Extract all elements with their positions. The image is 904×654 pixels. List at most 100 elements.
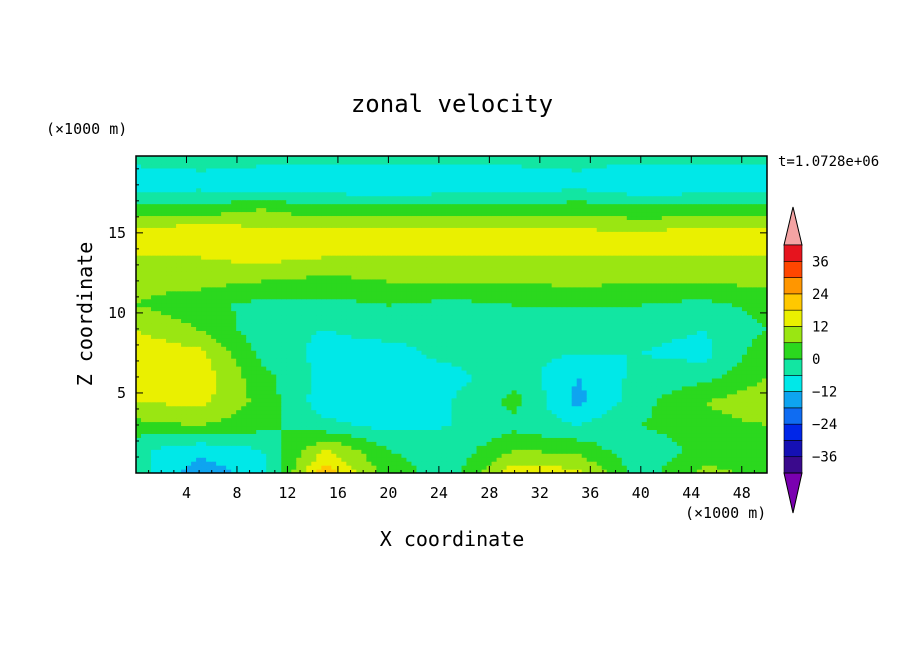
contour-cell — [421, 314, 428, 320]
contour-cell — [591, 421, 598, 427]
contour-cell — [266, 318, 272, 324]
contour-cell — [701, 334, 708, 339]
contour-cell — [286, 322, 292, 327]
contour-cell — [621, 413, 628, 419]
contour-cell — [526, 417, 533, 423]
contour-cell — [371, 393, 377, 399]
contour-cell — [411, 322, 418, 327]
contour-cell — [426, 401, 433, 407]
contour-cell — [201, 346, 207, 351]
contour-cell — [296, 437, 302, 442]
contour-cell — [301, 318, 307, 324]
contour-cell — [266, 461, 272, 466]
contour-cell — [631, 453, 638, 458]
contour-cell — [186, 429, 192, 434]
contour-cell — [251, 465, 257, 470]
contour-cell — [271, 373, 277, 379]
contour-cell — [676, 453, 683, 458]
contour-cell — [526, 421, 533, 427]
contour-cell — [151, 453, 157, 458]
contour-cell — [326, 453, 332, 458]
contour-cell — [606, 421, 613, 427]
contour-cell — [686, 437, 693, 442]
contour-cell — [656, 362, 663, 367]
contour-cell — [401, 314, 408, 320]
contour-cell — [561, 338, 568, 343]
contour-cell — [476, 393, 483, 399]
contour-cell — [456, 433, 463, 438]
contour-cell — [591, 334, 598, 339]
contour-cell — [746, 381, 753, 387]
contour-cell — [651, 457, 658, 462]
contour-cell — [631, 405, 638, 411]
contour-cell — [521, 401, 528, 407]
contour-cell — [166, 441, 172, 446]
contour-cell — [176, 469, 182, 473]
y-unit-label: (×1000 m) — [46, 120, 127, 138]
contour-cell — [501, 453, 508, 458]
contour-cell — [511, 429, 518, 434]
contour-cell — [321, 358, 327, 363]
contour-cell — [676, 338, 683, 343]
contour-cell — [541, 326, 548, 331]
contour-cell — [636, 465, 643, 470]
contour-cell — [451, 326, 458, 331]
contour-cell — [301, 413, 307, 419]
contour-cell — [206, 469, 212, 473]
contour-cell — [481, 322, 488, 327]
contour-cell — [241, 373, 247, 379]
contour-cell — [246, 358, 252, 363]
contour-cell — [281, 346, 287, 351]
contour-cell — [626, 354, 633, 359]
contour-cell — [256, 397, 262, 403]
contour-cell — [556, 393, 563, 399]
contour-cell — [186, 369, 192, 375]
contour-cell — [346, 469, 352, 473]
contour-cell — [761, 433, 767, 438]
contour-cell — [171, 322, 177, 327]
contour-cell — [706, 366, 713, 371]
contour-cell — [376, 461, 382, 466]
contour-cell — [301, 417, 307, 423]
contour-cell — [381, 457, 387, 462]
contour-cell — [296, 350, 302, 355]
contour-cell — [646, 393, 653, 399]
contour-cell — [586, 373, 593, 379]
contour-cell — [361, 369, 367, 375]
contour-cell — [721, 457, 728, 462]
contour-cell — [516, 413, 523, 419]
contour-cell — [661, 425, 668, 431]
contour-cell — [176, 409, 182, 415]
contour-cell — [686, 377, 693, 383]
contour-cell — [601, 377, 608, 383]
contour-cell — [621, 469, 628, 473]
contour-cell — [736, 437, 743, 442]
contour-cell — [541, 413, 548, 419]
contour-cell — [591, 417, 598, 423]
contour-cell — [581, 393, 588, 399]
contour-cell — [681, 350, 688, 355]
contour-cell — [206, 373, 212, 379]
contour-cell — [541, 417, 548, 423]
contour-cell — [426, 385, 433, 391]
contour-cell — [586, 409, 593, 415]
contour-cell — [701, 465, 708, 470]
contour-cell — [336, 449, 342, 454]
contour-cell — [571, 385, 578, 391]
contour-cell — [746, 441, 753, 446]
contour-cell — [501, 393, 508, 399]
contour-cell — [711, 409, 718, 415]
contour-cell — [211, 334, 217, 339]
contour-cell — [206, 421, 212, 427]
contour-cell — [636, 381, 643, 387]
contour-cell — [696, 381, 703, 387]
contour-cell — [481, 417, 488, 423]
contour-cell — [611, 366, 618, 371]
contour-cell — [726, 346, 733, 351]
contour-cell — [211, 369, 217, 375]
contour-cell — [411, 369, 418, 375]
contour-cell — [396, 425, 403, 431]
contour-cell — [591, 453, 598, 458]
contour-cell — [231, 461, 237, 466]
contour-cell — [561, 334, 568, 339]
